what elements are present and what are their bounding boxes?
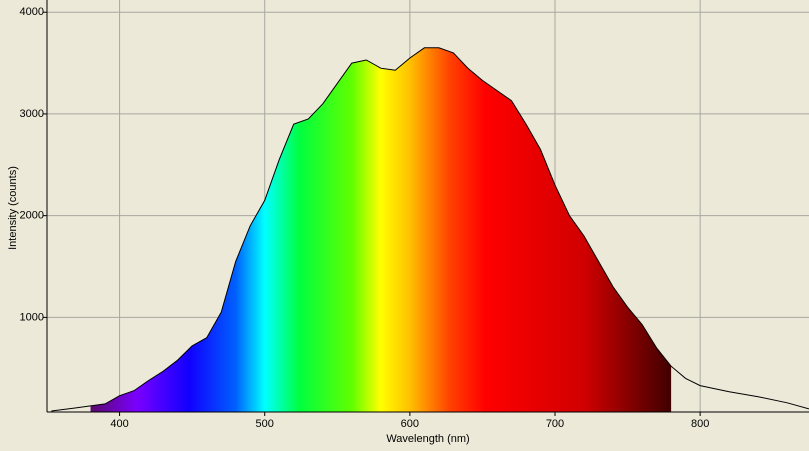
spectrum-line [51,47,809,412]
x-tick-label: 700 [546,418,564,430]
y-tick-label: 1000 [20,311,44,323]
y-tick-label: 3000 [20,108,44,120]
y-axis-title: Intensity (counts) [7,166,19,250]
y-tick-label: 4000 [20,6,44,18]
x-tick-label: 400 [110,418,128,430]
x-axis-title: Wavelength (nm) [386,433,469,445]
x-tick-label: 600 [401,418,419,430]
spectrum-fill [90,47,672,412]
x-tick-label: 500 [256,418,274,430]
y-tick-label: 2000 [20,210,44,222]
x-tick-label: 800 [691,418,709,430]
